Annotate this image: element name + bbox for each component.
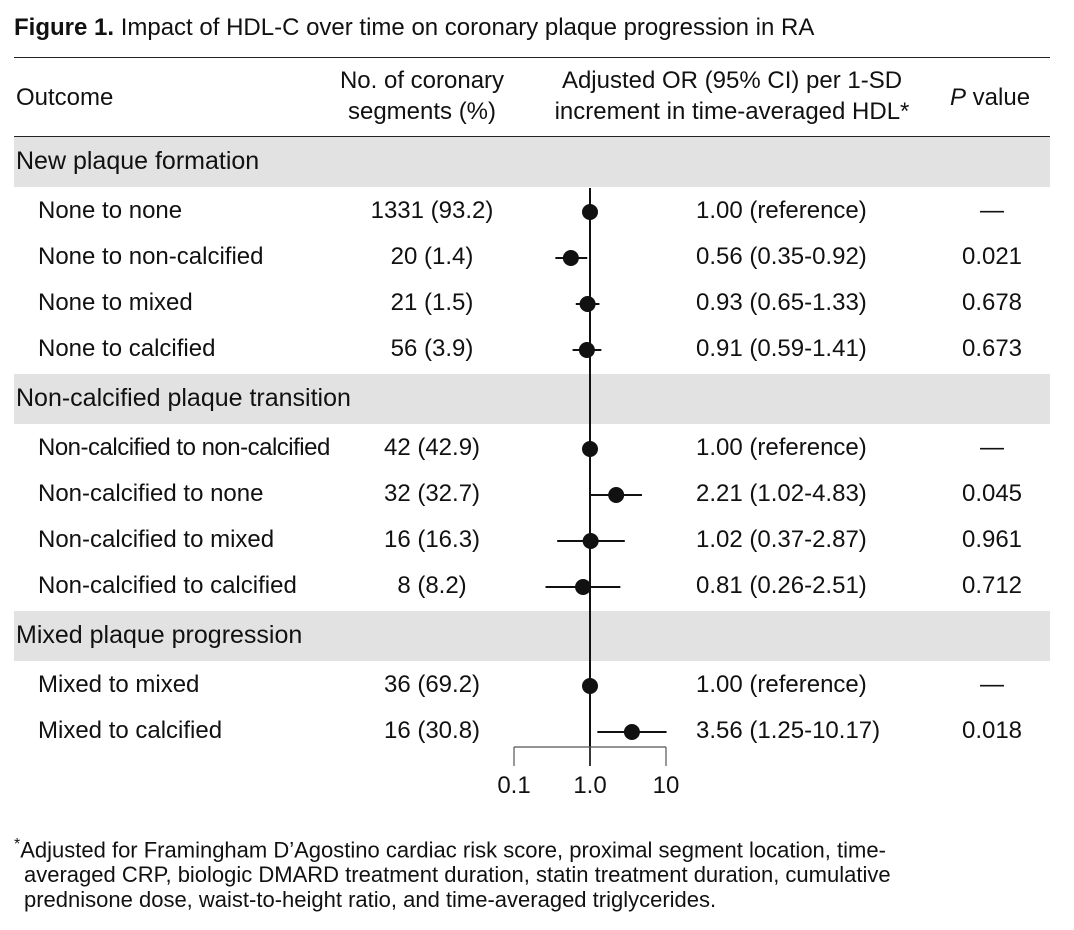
point-estimate (578, 342, 595, 358)
row-segments: 21 (1.5) (390, 289, 474, 316)
header-or-line2: increment in time-averaged HDL* (554, 98, 910, 125)
row-outcome: Non-calcified to none (38, 480, 264, 507)
header-outcome: Outcome (16, 84, 114, 111)
header-or-line1: Adjusted OR (95% CI) per 1-SD (561, 67, 903, 94)
footnote-marker: * (14, 836, 21, 853)
row-outcome: Mixed to calcified (38, 717, 223, 744)
row-estimate: 1.00 (reference) (696, 671, 867, 698)
row-estimate: 0.56 (0.35-0.92) (696, 243, 867, 270)
row-estimate: 1.00 (reference) (696, 197, 867, 224)
row-outcome: Non-calcified to calcified (38, 572, 297, 599)
row-segments: 32 (32.7) (383, 480, 481, 507)
section-band (14, 374, 1050, 424)
section-band (14, 137, 1050, 187)
row-segments: 42 (42.9) (383, 434, 481, 461)
row-segments: 16 (16.3) (383, 526, 481, 553)
section-label: Non-calcified plaque transition (16, 384, 351, 412)
point-estimate (582, 441, 598, 457)
header-p-italic: P (950, 84, 967, 111)
footnote: *Adjusted for Framingham D’Agostino card… (14, 832, 1054, 912)
point-estimate (582, 678, 598, 694)
row-p-value: 0.673 (961, 335, 1023, 362)
x-tick-label: 1.0 (573, 772, 607, 799)
point-estimate (575, 579, 592, 595)
point-estimate (579, 296, 596, 312)
figure-number: Figure 1. (14, 14, 115, 41)
row-segments: 20 (1.4) (390, 243, 474, 270)
row-p-value: 0.961 (961, 526, 1023, 553)
section-band (14, 611, 1050, 661)
row-outcome: None to mixed (38, 289, 193, 316)
row-estimate: 2.21 (1.02-4.83) (696, 480, 867, 507)
point-estimate (608, 487, 625, 503)
header-p-value: P value (950, 82, 1030, 113)
footnote-line1: Adjusted for Framingham D’Agostino cardi… (20, 837, 886, 863)
row-estimate: 1.02 (0.37-2.87) (696, 526, 867, 553)
row-outcome: Non-calcified to non-calcified (38, 434, 330, 461)
row-outcome: None to non-calcified (38, 243, 264, 270)
header-p-rest: value (966, 84, 1031, 111)
row-p-value: 0.045 (961, 480, 1023, 507)
row-p-value: — (980, 671, 1004, 698)
row-estimate: 1.00 (reference) (696, 434, 867, 461)
point-estimate (582, 533, 599, 549)
header-or: Adjusted OR (95% CI) per 1-SD increment … (522, 65, 942, 127)
row-estimate: 0.93 (0.65-1.33) (696, 289, 867, 316)
row-outcome: Non-calcified to mixed (38, 526, 275, 553)
row-segments: 16 (30.8) (383, 717, 481, 744)
row-p-value: 0.021 (961, 243, 1023, 270)
figure-title-text: Impact of HDL-C over time on coronary pl… (114, 14, 815, 41)
footnote-line3: prednisone dose, waist-to-height ratio, … (24, 887, 717, 913)
row-p-value: 0.018 (961, 717, 1023, 744)
row-p-value: 0.678 (961, 289, 1023, 316)
x-tick-label: 10 (652, 772, 680, 799)
row-p-value: — (980, 434, 1004, 461)
section-label: Mixed plaque progression (16, 621, 303, 649)
row-estimate: 0.81 (0.26-2.51) (696, 572, 867, 599)
figure-title: Figure 1. Impact of HDL-C over time on c… (14, 14, 814, 42)
header-segments-line1: No. of coronary (339, 67, 505, 94)
row-estimate: 0.91 (0.59-1.41) (696, 335, 867, 362)
row-outcome: None to none (38, 197, 183, 224)
header-segments: No. of coronary segments (%) (322, 65, 522, 127)
header-segments-line2: segments (%) (347, 98, 497, 125)
section-label: New plaque formation (16, 147, 260, 175)
row-segments: 1331 (93.2) (370, 197, 494, 224)
row-segments: 8 (8.2) (397, 572, 467, 599)
row-segments: 56 (3.9) (390, 335, 474, 362)
row-outcome: None to calcified (38, 335, 216, 362)
point-estimate (562, 250, 579, 266)
x-tick-label: 0.1 (497, 772, 531, 799)
row-outcome: Mixed to mixed (38, 671, 200, 698)
header-rule (14, 136, 1050, 137)
top-rule (14, 57, 1050, 58)
footnote-line2: averaged CRP, biologic DMARD treatment d… (24, 862, 891, 888)
row-p-value: — (980, 197, 1004, 224)
row-p-value: 0.712 (961, 572, 1023, 599)
point-estimate (623, 724, 640, 740)
point-estimate (582, 204, 598, 220)
row-estimate: 3.56 (1.25-10.17) (696, 717, 881, 744)
row-segments: 36 (69.2) (383, 671, 481, 698)
